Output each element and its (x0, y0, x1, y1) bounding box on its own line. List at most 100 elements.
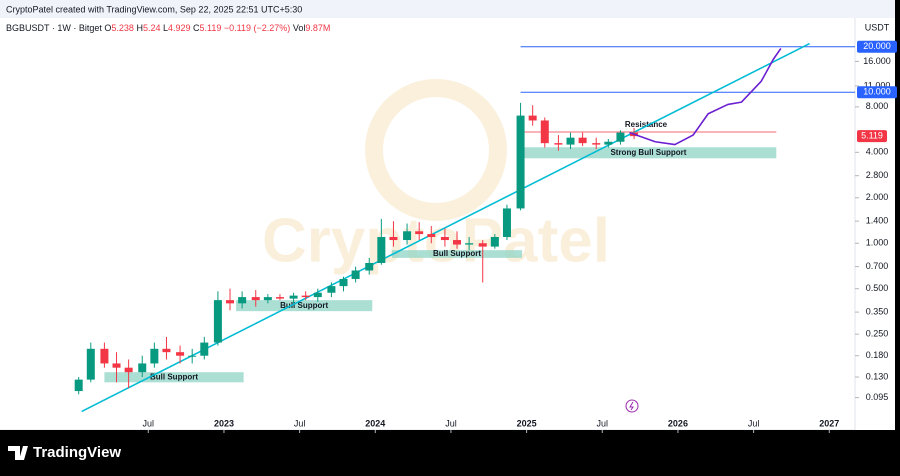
watermark-logo (365, 79, 507, 221)
ohlc-label: C (193, 23, 200, 33)
brand-logo (8, 446, 28, 460)
candle-body (86, 348, 95, 380)
candle-body (566, 137, 575, 145)
level-label: 10.000 (863, 87, 891, 97)
support-zone (104, 372, 244, 383)
candle-body (528, 115, 537, 121)
candle-body (540, 120, 549, 144)
zone-label: Bull Support (150, 372, 198, 381)
y-tick-label: 2.800 (866, 170, 889, 180)
footer (0, 430, 900, 471)
volume-label: Vol (293, 23, 306, 33)
candle-body (188, 355, 197, 357)
brand: TradingView (33, 444, 121, 461)
candle-body (100, 348, 109, 364)
symbol: BGBUSDT · 1W · Bitget (6, 23, 102, 33)
y-tick-label: 0.250 (866, 329, 889, 339)
candle-body (604, 141, 613, 145)
candle-body (313, 292, 322, 298)
candle-body (275, 297, 284, 299)
credit: CryptoPatel created with TradingView.com… (6, 4, 302, 14)
y-tick-label: 1.000 (866, 238, 889, 248)
candle-body (502, 208, 511, 237)
candle-body (327, 286, 336, 293)
level-tag (857, 86, 897, 99)
candle-body (592, 143, 601, 145)
ohlc-value: 5.238 (111, 23, 134, 33)
level-tag (857, 40, 897, 53)
ohlc-value: 5.119 (200, 23, 222, 33)
candle-body (226, 300, 235, 304)
y-tick-label: 2.000 (866, 192, 889, 202)
candle-body (112, 363, 121, 368)
icon (625, 399, 639, 413)
zone-label: Strong Bull Support (610, 148, 686, 157)
candle-body (263, 297, 272, 301)
ohlc-label: H (136, 23, 143, 33)
candle-body (238, 297, 247, 304)
ohlc-value: 5.24 (143, 23, 161, 33)
zone-label: Bull Support (433, 249, 481, 258)
ohlc-label: O (104, 23, 111, 33)
candle-body (465, 243, 474, 245)
x-tick-label: 2026 (668, 418, 688, 428)
candle-body (339, 278, 348, 287)
y-tick-label: 0.130 (866, 371, 889, 381)
y-tick-label: 0.700 (866, 261, 889, 271)
candle-body (578, 137, 587, 144)
ohlc-label: L (163, 23, 168, 33)
support-zone (236, 300, 373, 312)
x-tick-label: Jul (143, 418, 155, 428)
candle-body (289, 295, 298, 299)
change: −0.119 (−2.27%) (224, 23, 290, 33)
support-zone (520, 147, 777, 159)
projection (629, 47, 782, 146)
volume: 9.87M (305, 23, 330, 33)
candle-body (554, 143, 563, 145)
candle-body (213, 300, 222, 343)
candle-body (176, 352, 185, 356)
last-price-label: 5.119 (861, 131, 883, 141)
candle-body (478, 243, 487, 247)
y-tick-label: 8.000 (866, 101, 889, 111)
x-tick-label: Jul (597, 418, 609, 428)
resistance-label: Resistance (625, 120, 668, 129)
candle-body (427, 234, 436, 237)
candle-body (453, 240, 462, 245)
y-tick-label: 11.000 (864, 80, 891, 90)
candle-body (162, 348, 171, 353)
y-tick-label: 0.180 (866, 350, 889, 360)
candle-body (516, 115, 525, 209)
y-tick-label: 0.350 (866, 306, 889, 316)
candle-body (403, 231, 412, 241)
zone-label: Bull Support (280, 301, 328, 310)
x-tick-label: Jul (294, 418, 306, 428)
x-tick-label: 2023 (214, 418, 234, 428)
x-tick-label: Jul (445, 418, 457, 428)
candle-body (490, 236, 499, 247)
candle-body (616, 132, 625, 142)
level-label: 20.000 (863, 41, 891, 51)
x-tick-label: 2025 (517, 418, 537, 428)
y-tick-label: 4.000 (866, 147, 889, 157)
candle-body (377, 236, 386, 263)
legend-text: BGBUSDT · 1W · Bitget O5.238 H5.24 L4.92… (6, 23, 330, 33)
candle-body (351, 270, 360, 279)
candle-body (124, 367, 133, 373)
candle-body (150, 348, 159, 364)
ohlc-value: 4.929 (168, 23, 191, 33)
candle-body (301, 295, 310, 298)
currency: USDT (865, 22, 890, 32)
y-tick-label: 0.500 (866, 283, 889, 293)
candle-body (365, 262, 374, 271)
candle-body (415, 231, 424, 235)
icon (629, 401, 634, 411)
y-tick-label: 16.000 (863, 56, 891, 66)
candle-body (251, 297, 260, 301)
x-tick-label: Jul (748, 418, 760, 428)
x-tick-label: 2024 (365, 418, 385, 428)
header-bar (0, 0, 895, 18)
support-zone (391, 250, 523, 258)
